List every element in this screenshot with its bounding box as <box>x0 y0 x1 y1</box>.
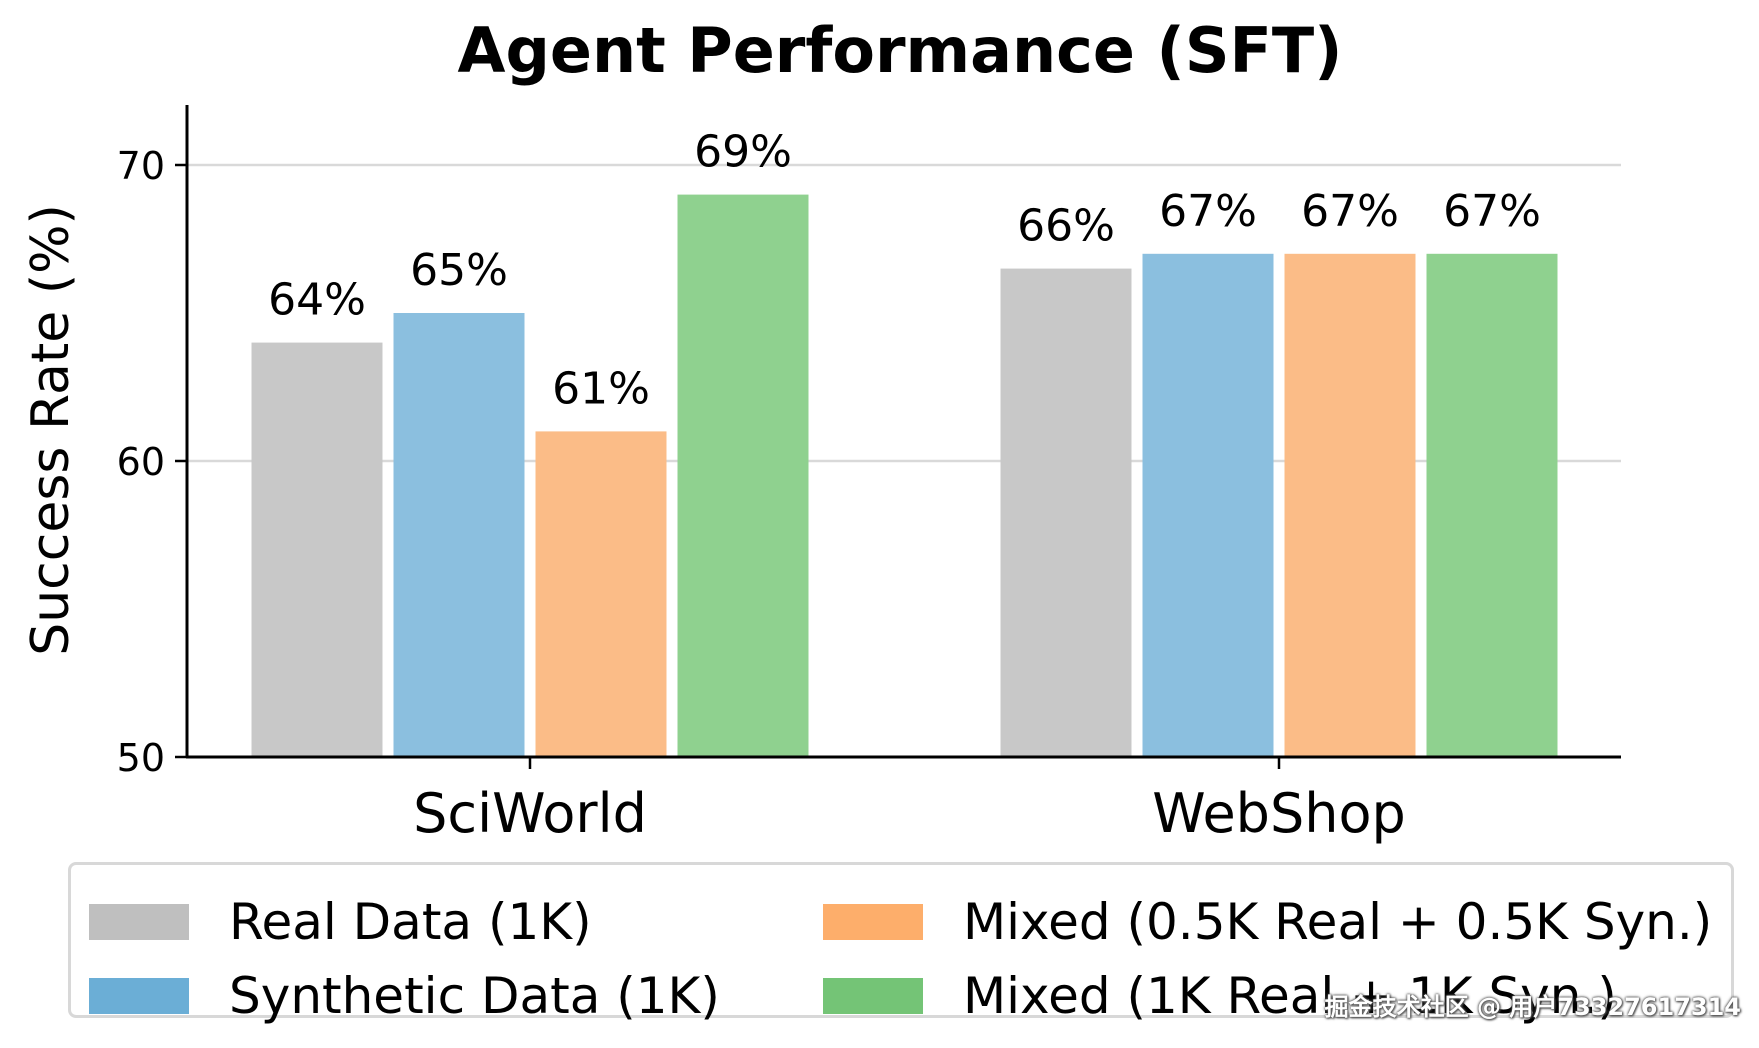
legend-label: Real Data (1K) <box>229 893 592 951</box>
y-axis-ticks: 50 60 70 <box>117 144 187 780</box>
bar <box>1284 253 1416 758</box>
x-tick-label: SciWorld <box>413 782 647 845</box>
data-label: 67% <box>1159 186 1257 237</box>
watermark: 掘金技术社区 @ 用户73327617314 <box>1324 993 1741 1021</box>
y-axis-label: Success Rate (%) <box>21 204 81 656</box>
bar <box>1426 253 1558 758</box>
legend: Real Data (1K) Synthetic Data (1K) Mixed (… <box>68 862 1734 1025</box>
y-tick-label: 70 <box>117 144 165 188</box>
legend-label: Mixed (0.5K Real + 0.5K Syn.) <box>963 893 1713 951</box>
legend-swatch <box>823 904 923 940</box>
bar <box>1000 268 1132 757</box>
x-tick-label: WebShop <box>1152 782 1406 845</box>
bar <box>1142 253 1274 758</box>
data-label: 64% <box>268 275 366 326</box>
data-label: 66% <box>1017 201 1115 252</box>
bar <box>535 431 667 757</box>
legend-item: Real Data (1K) <box>89 893 592 951</box>
legend-label: Mixed (1K Real + 1K Syn.) <box>963 967 1617 1025</box>
data-label: 69% <box>694 127 792 178</box>
legend-item: Mixed (0.5K Real + 0.5K Syn.) <box>823 893 1712 951</box>
legend-item: Synthetic Data (1K) <box>89 967 720 1025</box>
legend-label: Synthetic Data (1K) <box>229 967 720 1025</box>
bar <box>677 194 809 758</box>
y-tick-label: 50 <box>117 736 165 780</box>
bar-chart: Agent Performance (SFT) Success Rate (%)… <box>21 14 1621 845</box>
legend-swatch <box>823 978 923 1014</box>
legend-item: Mixed (1K Real + 1K Syn.) <box>823 967 1617 1025</box>
y-tick-label: 60 <box>117 440 165 484</box>
data-labels: 64% 65% 61% 69% 66% 67% 67% 67% <box>268 127 1541 415</box>
legend-swatch <box>89 904 189 940</box>
legend-swatch <box>89 978 189 1014</box>
data-label: 67% <box>1443 186 1541 237</box>
x-axis-ticks: SciWorld WebShop <box>413 757 1406 845</box>
chart-title: Agent Performance (SFT) <box>458 14 1343 87</box>
data-label: 61% <box>552 363 650 414</box>
bars <box>251 194 1558 758</box>
data-label: 67% <box>1301 186 1399 237</box>
bar <box>393 313 525 757</box>
bar <box>251 342 383 757</box>
data-label: 65% <box>410 245 508 296</box>
